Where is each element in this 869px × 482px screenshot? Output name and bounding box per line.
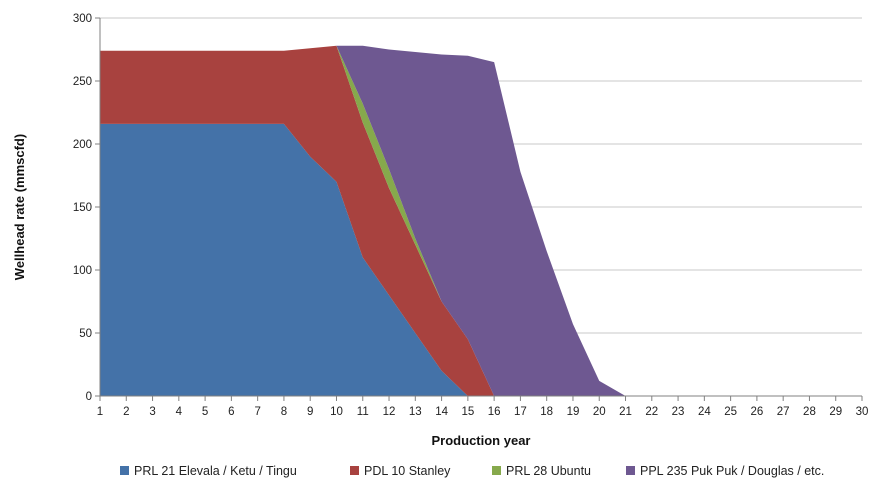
x-tick-label: 22: [645, 406, 658, 418]
x-tick-label: 13: [409, 406, 422, 418]
axes: [95, 17, 863, 401]
y-tick-label: 0: [86, 391, 92, 403]
x-tick-label: 19: [567, 406, 580, 418]
x-tick-label: 1: [97, 406, 103, 418]
x-tick-label: 10: [330, 406, 343, 418]
x-tick-label: 5: [202, 406, 208, 418]
x-tick-label: 8: [281, 406, 287, 418]
x-tick-label: 12: [383, 406, 396, 418]
x-tick-label: 20: [593, 406, 606, 418]
legend-item-2: PDL 10 Stanley: [350, 464, 451, 478]
x-tick-label: 25: [724, 406, 737, 418]
area-series-4: [100, 45, 862, 396]
legend-label: PRL 28 Ubuntu: [506, 464, 591, 478]
x-tick-label: 23: [672, 406, 685, 418]
legend-item-1: PRL 21 Elevala / Ketu / Tingu: [120, 464, 297, 478]
legend-item-3: PRL 28 Ubuntu: [492, 464, 591, 478]
legend-swatch: [626, 466, 635, 475]
y-tick-label: 50: [79, 328, 92, 340]
x-tick-label: 14: [435, 406, 448, 418]
x-tick-label: 17: [514, 406, 527, 418]
x-tick-label: 7: [254, 406, 260, 418]
x-tick-label: 21: [619, 406, 632, 418]
x-tick-label: 27: [777, 406, 790, 418]
x-tick-label: 18: [540, 406, 553, 418]
x-tick-label: 9: [307, 406, 313, 418]
y-tick-label: 200: [73, 139, 92, 151]
y-tick-label: 250: [73, 76, 92, 88]
x-tick-label: 24: [698, 406, 711, 418]
x-tick-label: 4: [176, 406, 183, 418]
x-tick-label: 2: [123, 406, 129, 418]
area-series-1: [100, 123, 862, 396]
x-tick-label: 6: [228, 406, 234, 418]
y-tick-labels: 0 50 100 150 200 250 300: [73, 13, 92, 403]
x-tick-labels: 1 2 3 4 5 6 7 8 9 10 11 12 13 14 15 16 17 18 19 20 21 22 23 24 2…: [97, 406, 869, 418]
x-tick-label: 26: [750, 406, 763, 418]
x-tick-label: 3: [149, 406, 155, 418]
x-axis-title: Production year: [432, 433, 531, 448]
x-tick-label: 16: [488, 406, 501, 418]
x-tick-label: 11: [357, 406, 369, 418]
area-series: [100, 45, 862, 396]
legend-swatch: [120, 466, 129, 475]
legend-label: PRL 21 Elevala / Ketu / Tingu: [134, 464, 297, 478]
area-series-2: [100, 45, 862, 396]
legend: PRL 21 Elevala / Ketu / Tingu PDL 10 Stan…: [120, 464, 824, 478]
y-tick-label: 300: [73, 13, 92, 25]
legend-label: PPL 235 Puk Puk / Douglas / etc.: [640, 464, 824, 478]
x-tick-label: 15: [461, 406, 474, 418]
legend-label: PDL 10 Stanley: [364, 464, 451, 478]
y-axis-title: Wellhead rate (mmscfd): [12, 134, 27, 280]
x-tick-label: 30: [856, 406, 869, 418]
legend-swatch: [350, 466, 359, 475]
y-tick-label: 100: [73, 265, 92, 277]
x-tick-label: 28: [803, 406, 816, 418]
legend-swatch: [492, 466, 501, 475]
y-tick-label: 150: [73, 202, 92, 214]
x-tick-label: 29: [829, 406, 842, 418]
legend-item-4: PPL 235 Puk Puk / Douglas / etc.: [626, 464, 824, 478]
